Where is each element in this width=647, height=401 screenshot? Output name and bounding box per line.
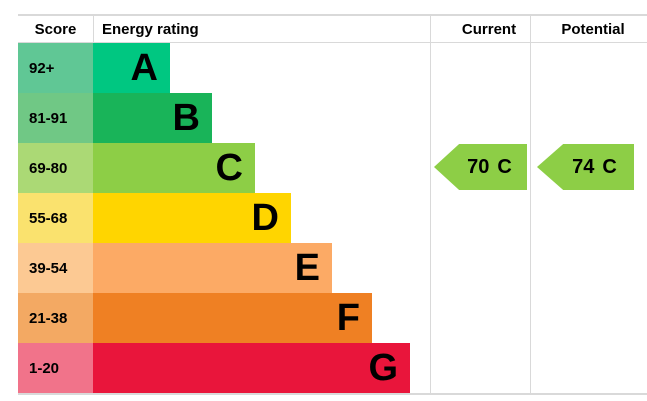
band-bar-a: A: [93, 43, 170, 93]
band-row-a: 92+ A: [18, 43, 647, 93]
band-row-c: 69-80 C: [18, 143, 647, 193]
band-bar-d: D: [93, 193, 291, 243]
band-score-range-f: 21-38: [18, 293, 93, 343]
potential-rating-arrow: 74 C: [537, 144, 634, 190]
current-column: 70 C: [430, 16, 530, 393]
score-column-divider: [93, 16, 94, 42]
band-letter-a: A: [130, 47, 158, 89]
band-score-range-b: 81-91: [18, 93, 93, 143]
band-score-range-a: 92+: [18, 43, 93, 93]
band-score-range-g: 1-20: [18, 343, 93, 393]
band-letter-c: C: [215, 147, 243, 189]
header-score: Score: [34, 20, 77, 38]
current-rating-value: 70: [467, 155, 490, 178]
band-bar-e: E: [93, 243, 332, 293]
band-score-range-e: 39-54: [18, 243, 93, 293]
band-letter-f: F: [336, 297, 360, 339]
band-row-d: 55-68 D: [18, 193, 647, 243]
band-bar-c: C: [93, 143, 255, 193]
potential-column-divider: [530, 16, 531, 393]
band-bar-f: F: [93, 293, 372, 343]
header-potential: Potential: [561, 20, 625, 38]
current-rating-band: C: [497, 155, 512, 178]
band-row-b: 81-91 B: [18, 93, 647, 143]
band-row-e: 39-54 E: [18, 243, 647, 293]
band-letter-b: B: [172, 97, 200, 139]
band-score-range-c: 69-80: [18, 143, 93, 193]
band-score-range-d: 55-68: [18, 193, 93, 243]
current-column-divider: [430, 16, 431, 393]
band-letter-e: E: [294, 247, 320, 289]
header-energy-rating: Energy rating: [102, 20, 199, 38]
band-bar-g: G: [93, 343, 410, 393]
potential-rating-band: C: [602, 155, 617, 178]
potential-column: 74 C: [530, 16, 647, 393]
band-row-g: 1-20 G: [18, 343, 647, 393]
band-row-f: 21-38 F: [18, 293, 647, 343]
band-letter-g: G: [368, 347, 398, 389]
band-letter-d: D: [251, 197, 279, 239]
band-rows: 92+ A 81-91 B 69-80 C 55-68 D 39-54 E 21-38 F 1-20 G: [18, 43, 647, 393]
current-rating-arrow: 70 C: [434, 144, 527, 190]
potential-rating-value: 74: [572, 155, 595, 178]
epc-table: Score Energy rating Current Potential 92…: [18, 14, 647, 395]
band-bar-b: B: [93, 93, 212, 143]
table-header: Score Energy rating Current Potential: [18, 16, 647, 43]
header-current: Current: [461, 20, 517, 38]
